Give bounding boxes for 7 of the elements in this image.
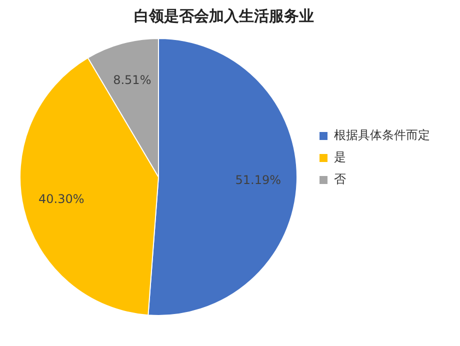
legend-label: 是	[334, 150, 346, 164]
legend-label: 根据具体条件而定	[334, 128, 430, 142]
data-label: 8.51%	[113, 72, 152, 87]
legend-label: 否	[334, 172, 346, 186]
chart-title: 白领是否会加入生活服务业	[134, 6, 314, 25]
data-label: 40.30%	[38, 192, 84, 206]
data-label: 51.19%	[235, 172, 282, 187]
